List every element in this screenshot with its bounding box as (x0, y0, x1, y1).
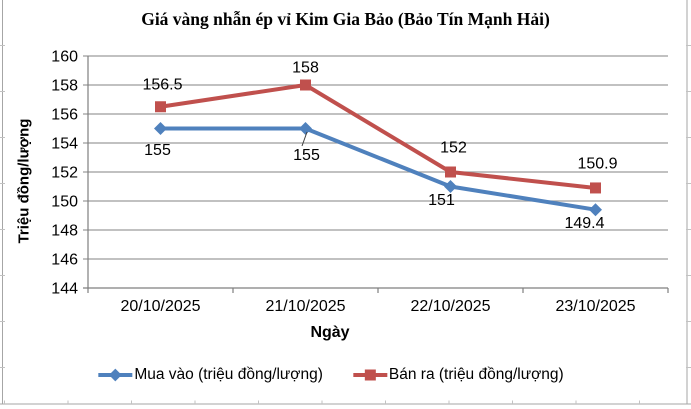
y-tick-label: 154 (51, 136, 78, 153)
diamond-marker-icon (108, 368, 122, 382)
diamond-marker-icon (444, 180, 457, 193)
data-label: 156.5 (142, 76, 182, 93)
y-tick-label: 146 (51, 252, 78, 269)
legend-label-mua-vao: Mua vào (triệu đồng/lượng) (134, 366, 323, 383)
x-category-label: 21/10/2025 (265, 298, 345, 315)
series-line-ban-ra (158, 83, 598, 190)
data-label: 152 (440, 140, 467, 157)
y-axis-title: Triệu đồng/lượng (15, 118, 33, 244)
label-leader-line (301, 131, 308, 147)
legend: Mua vào (triệu đồng/lượng) Bán ra (triệu… (98, 366, 564, 384)
data-label: 151 (428, 192, 455, 209)
data-label: 155 (293, 147, 320, 164)
x-category-label: 22/10/2025 (410, 298, 490, 315)
square-marker-icon (155, 101, 166, 113)
legend-item-ban-ra: Bán ra (triệu đồng/lượng) (352, 366, 564, 384)
diamond-marker-icon (154, 122, 167, 135)
data-label: 158 (292, 60, 319, 77)
y-tick-label: 158 (51, 78, 78, 95)
legend-item-mua-vao: Mua vào (triệu đồng/lượng) (98, 366, 323, 384)
legend-swatch-line-square-icon (352, 368, 387, 383)
data-label: 150.9 (577, 155, 617, 172)
square-marker-icon (445, 166, 456, 178)
x-axis-title: Ngày (310, 324, 350, 341)
square-marker-icon (364, 369, 376, 381)
x-category-label: 20/10/2025 (120, 298, 200, 315)
y-tick-label: 144 (51, 281, 78, 298)
y-tick-label: 152 (51, 165, 78, 182)
y-tick-label: 160 (51, 49, 78, 66)
y-tick-label: 148 (51, 223, 78, 240)
legend-swatch-line-diamond-icon (98, 368, 133, 383)
square-marker-icon (590, 182, 601, 194)
legend-label-ban-ra: Bán ra (triệu đồng/lượng) (388, 366, 564, 383)
y-tick-label: 156 (51, 107, 78, 124)
data-label: 155 (144, 142, 171, 159)
y-tick-label: 150 (51, 194, 78, 211)
data-label: 149.4 (564, 215, 604, 232)
chart-title: Giá vàng nhẫn ép vỉ Kim Gia Bảo (Bảo Tín… (141, 9, 550, 29)
diamond-marker-icon (589, 203, 602, 217)
diamond-marker-icon (299, 122, 312, 135)
x-category-label: 23/10/2025 (555, 298, 635, 315)
square-marker-icon (300, 79, 311, 91)
series-line-mua-vao (158, 126, 598, 212)
